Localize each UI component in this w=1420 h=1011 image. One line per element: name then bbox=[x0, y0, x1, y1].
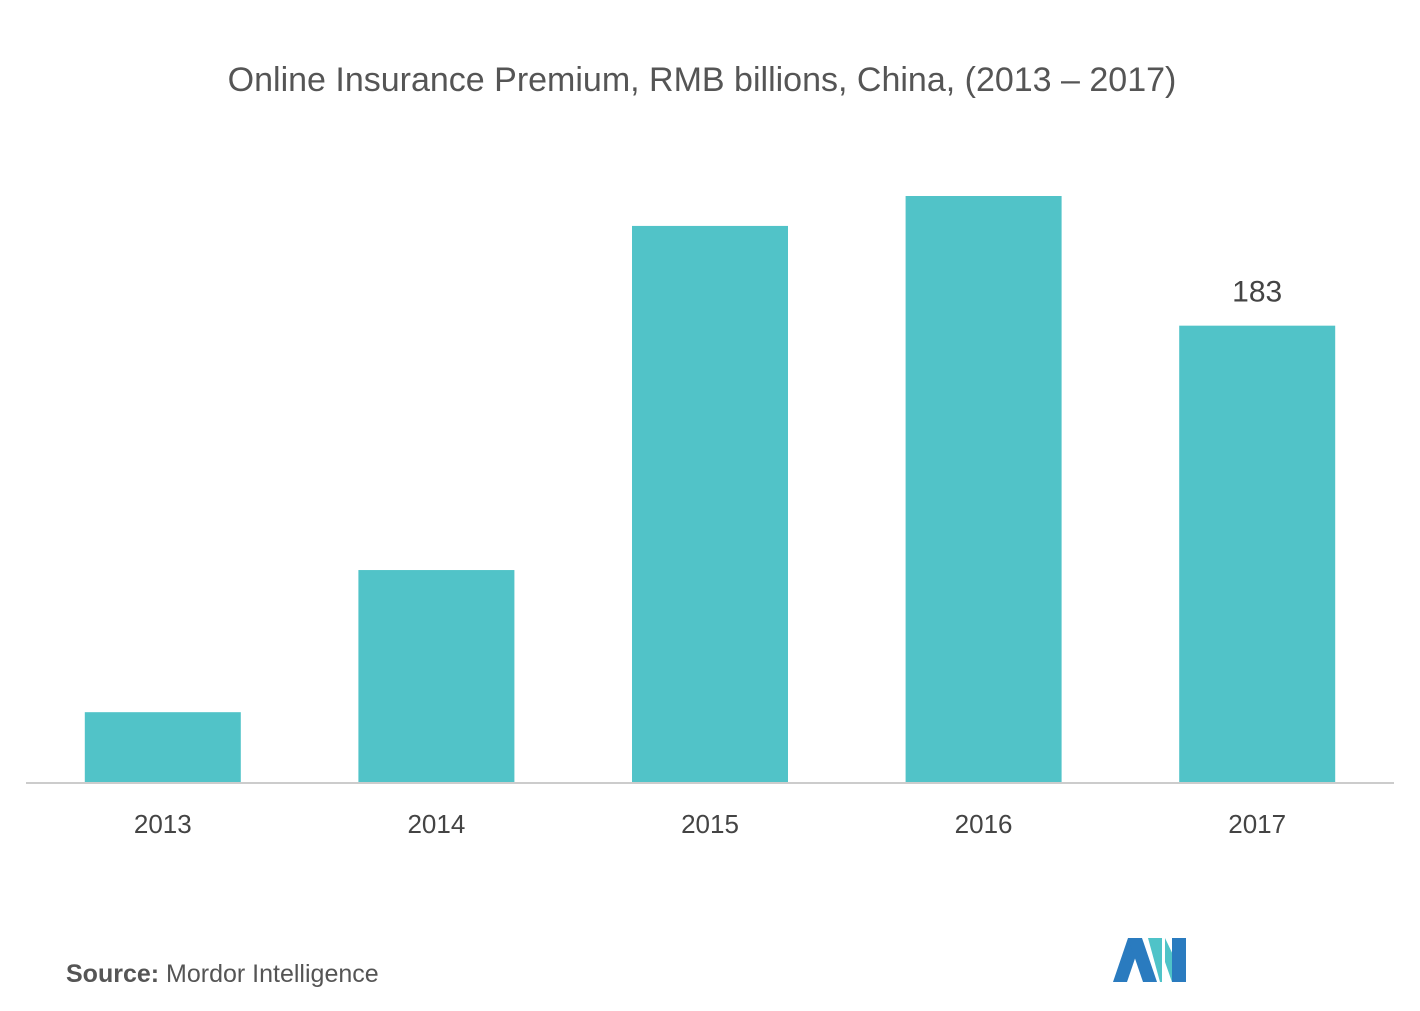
data-label: 183 bbox=[1232, 276, 1282, 309]
logo-part bbox=[1148, 938, 1162, 982]
chart-title: Online Insurance Premium, RMB billions, … bbox=[228, 61, 1177, 99]
bar bbox=[632, 225, 788, 782]
x-tick-label: 2017 bbox=[1228, 809, 1286, 839]
logo-part bbox=[1172, 938, 1186, 982]
bar bbox=[1179, 325, 1336, 782]
source: Source: Mordor Intelligence bbox=[66, 960, 379, 988]
bar bbox=[358, 570, 515, 782]
x-tick-label: 2014 bbox=[407, 809, 465, 839]
source-text: Mordor Intelligence bbox=[166, 960, 379, 988]
x-tick-label: 2015 bbox=[681, 809, 739, 839]
logo bbox=[1113, 938, 1186, 982]
source-label: Source: bbox=[66, 960, 159, 988]
x-tick-label: 2013 bbox=[134, 809, 192, 839]
bar bbox=[84, 712, 241, 782]
logo-part bbox=[1128, 938, 1157, 982]
bar bbox=[905, 196, 1062, 782]
x-tick-label: 2016 bbox=[955, 809, 1013, 839]
